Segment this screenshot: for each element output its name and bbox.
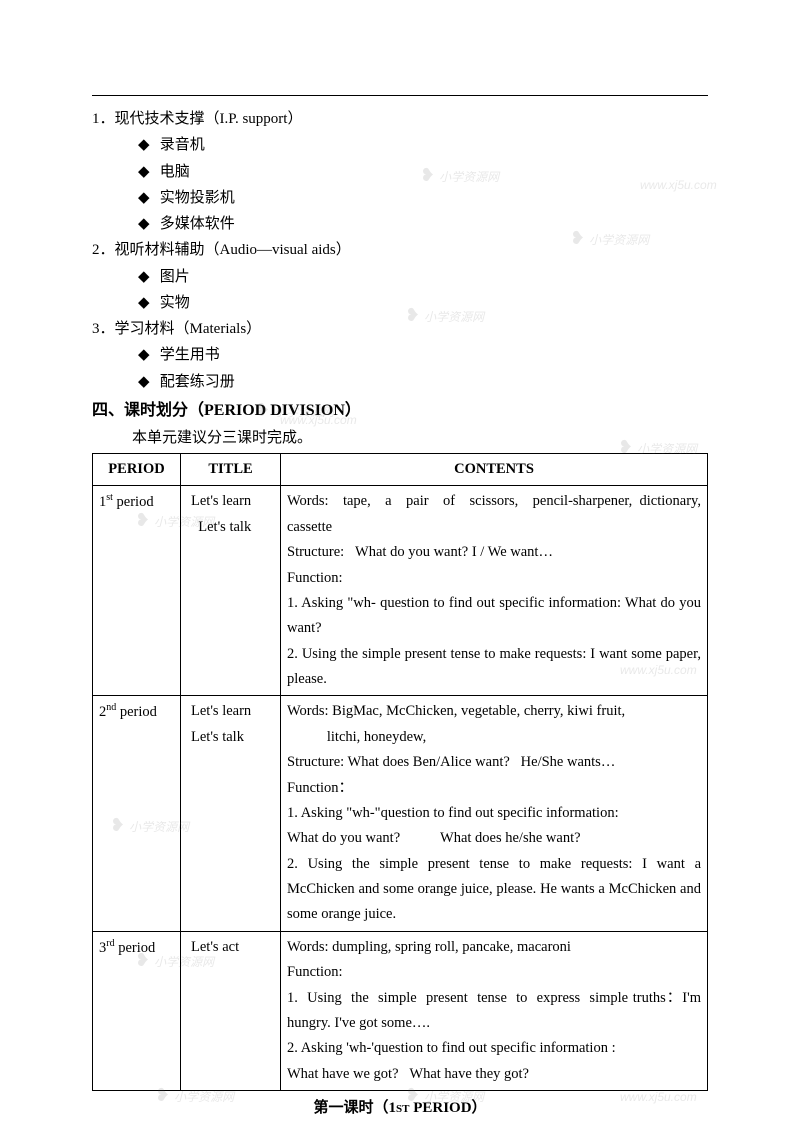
bullet-item: ◆ 图片 bbox=[138, 264, 708, 290]
bullet-label: 图片 bbox=[160, 269, 190, 285]
cell-contents: Words: BigMac, McChicken, vegetable, che… bbox=[281, 696, 708, 931]
heading-4: 四、课时划分（PERIOD DIVISION） bbox=[92, 397, 708, 425]
diamond-icon: ◆ bbox=[138, 369, 156, 395]
table-row: 1st period Let's learn Let's talk Words:… bbox=[93, 486, 708, 696]
section-1-num: 1． bbox=[92, 111, 115, 127]
cell-contents: Words: dumpling, spring roll, pancake, m… bbox=[281, 931, 708, 1090]
diamond-icon: ◆ bbox=[138, 185, 156, 211]
th-period: PERIOD bbox=[93, 454, 181, 486]
th-contents: CONTENTS bbox=[281, 454, 708, 486]
cell-title: Let's learnLet's talk bbox=[181, 696, 281, 931]
bullet-label: 配套练习册 bbox=[160, 374, 235, 390]
cell-period: 3rd period bbox=[93, 931, 181, 1090]
table-row: 2nd period Let's learnLet's talk Words: … bbox=[93, 696, 708, 931]
diamond-icon: ◆ bbox=[138, 132, 156, 158]
footer-title: 第一课时（1ST PERIOD） bbox=[92, 1095, 708, 1121]
diamond-icon: ◆ bbox=[138, 342, 156, 368]
bullet-item: ◆ 录音机 bbox=[138, 132, 708, 158]
bullet-label: 录音机 bbox=[160, 137, 205, 153]
bullet-label: 多媒体软件 bbox=[160, 216, 235, 232]
bullet-item: ◆ 实物投影机 bbox=[138, 185, 708, 211]
section-2-heading: 2．视听材料辅助（Audio—visual aids） bbox=[92, 237, 708, 263]
diamond-icon: ◆ bbox=[138, 290, 156, 316]
period-table: PERIOD TITLE CONTENTS 1st period Let's l… bbox=[92, 453, 708, 1091]
cell-title: Let's learn Let's talk bbox=[181, 486, 281, 696]
diamond-icon: ◆ bbox=[138, 211, 156, 237]
section-3-num: 3． bbox=[92, 321, 115, 337]
section-1-heading: 1．现代技术支撑（I.P. support） bbox=[92, 106, 708, 132]
intro-text: 本单元建议分三课时完成。 bbox=[132, 425, 708, 451]
bullet-label: 实物 bbox=[160, 295, 190, 311]
top-border bbox=[92, 95, 708, 96]
diamond-icon: ◆ bbox=[138, 159, 156, 185]
table-row: 3rd period Let's act Words: dumpling, sp… bbox=[93, 931, 708, 1090]
table-header-row: PERIOD TITLE CONTENTS bbox=[93, 454, 708, 486]
diamond-icon: ◆ bbox=[138, 264, 156, 290]
section-3-title: 学习材料（Materials） bbox=[115, 321, 262, 337]
cell-title: Let's act bbox=[181, 931, 281, 1090]
bullet-item: ◆ 多媒体软件 bbox=[138, 211, 708, 237]
bullet-item: ◆ 电脑 bbox=[138, 159, 708, 185]
bullet-item: ◆ 配套练习册 bbox=[138, 369, 708, 395]
bullet-item: ◆ 学生用书 bbox=[138, 342, 708, 368]
bullet-label: 电脑 bbox=[160, 164, 190, 180]
section-2-title: 视听材料辅助（Audio—visual aids） bbox=[115, 242, 351, 258]
bullet-item: ◆ 实物 bbox=[138, 290, 708, 316]
bullet-label: 实物投影机 bbox=[160, 190, 235, 206]
th-title: TITLE bbox=[181, 454, 281, 486]
cell-period: 1st period bbox=[93, 486, 181, 696]
cell-contents: Words: tape, a pair of scissors, pencil-… bbox=[281, 486, 708, 696]
section-1-title: 现代技术支撑（I.P. support） bbox=[115, 111, 303, 127]
section-3-heading: 3．学习材料（Materials） bbox=[92, 316, 708, 342]
section-2-num: 2． bbox=[92, 242, 115, 258]
cell-period: 2nd period bbox=[93, 696, 181, 931]
bullet-label: 学生用书 bbox=[160, 347, 220, 363]
